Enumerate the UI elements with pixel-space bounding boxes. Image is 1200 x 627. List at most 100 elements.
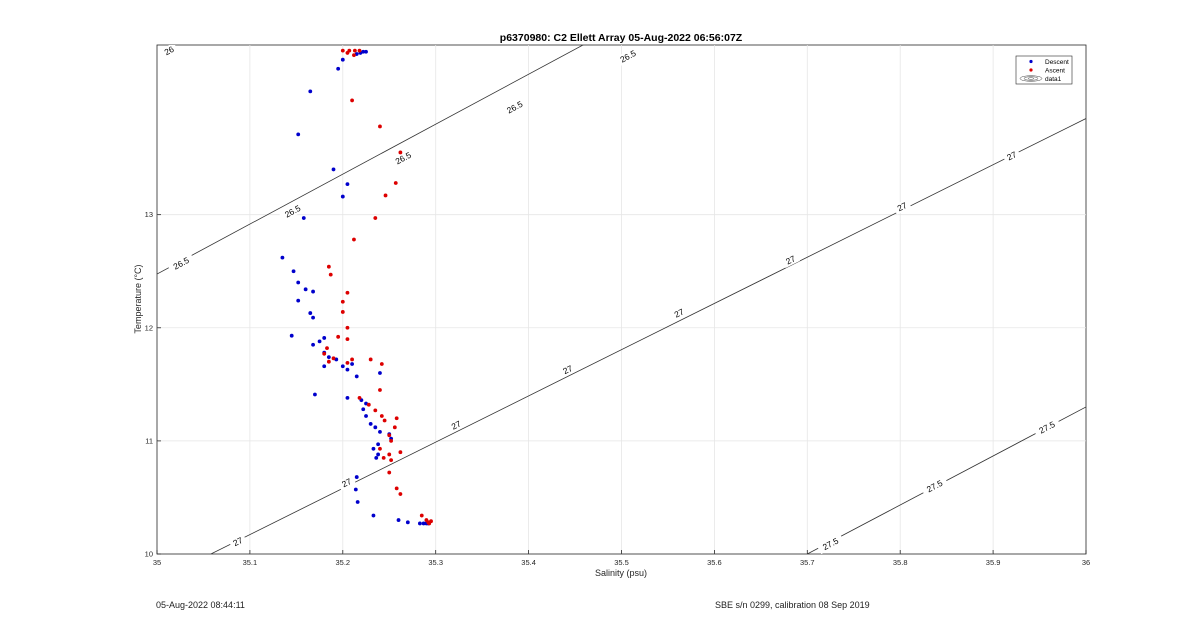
ascent-point bbox=[394, 416, 399, 421]
descent-point bbox=[291, 269, 296, 274]
ascent-point bbox=[352, 237, 356, 242]
ascent-point bbox=[325, 346, 329, 351]
contour-label-bg bbox=[1002, 147, 1022, 164]
ascent-point bbox=[389, 438, 394, 443]
ascent-point bbox=[331, 356, 336, 361]
contour-label: 27 bbox=[340, 476, 353, 489]
ascent-point bbox=[382, 418, 387, 423]
ascent-point bbox=[357, 396, 362, 400]
ascent-point bbox=[350, 98, 354, 103]
descent-point bbox=[296, 132, 301, 137]
x-tick-label: 35.3 bbox=[428, 558, 443, 567]
contour-label-bg bbox=[159, 45, 179, 59]
contour-label-bg bbox=[920, 475, 949, 497]
descent-point bbox=[289, 333, 294, 338]
y-axis-label: Temperature (°C) bbox=[133, 264, 143, 333]
ascent-point bbox=[336, 334, 341, 339]
ascent-point bbox=[389, 458, 394, 463]
x-tick-label: 35.2 bbox=[335, 558, 350, 567]
x-tick-label: 36 bbox=[1082, 558, 1090, 567]
legend-ascent-label: Ascent bbox=[1045, 68, 1065, 75]
descent-point bbox=[353, 487, 358, 492]
descent-point bbox=[354, 374, 359, 379]
footer-calibration: SBE s/n 0299, calibration 08 Sep 2019 bbox=[715, 600, 870, 610]
x-tick-label: 35 bbox=[153, 558, 161, 567]
descent-point bbox=[354, 475, 359, 479]
ascent-point bbox=[368, 357, 373, 362]
descent-point bbox=[308, 89, 313, 94]
ascent-point bbox=[387, 433, 392, 438]
descent-point bbox=[345, 367, 350, 372]
contour-label: 26.5 bbox=[730, 0, 750, 15]
ascent-point bbox=[373, 408, 378, 413]
descent-point bbox=[340, 57, 345, 62]
data-points bbox=[280, 48, 433, 526]
contour-label-bg bbox=[228, 533, 248, 550]
ascent-point bbox=[345, 360, 350, 365]
legend-contour-icon bbox=[1019, 75, 1043, 82]
descent-point bbox=[405, 520, 410, 525]
density-contours: 2626.526.526.526.526.526.527272727272727… bbox=[157, 0, 1086, 554]
descent-point bbox=[374, 455, 379, 460]
contour-label: 27 bbox=[1005, 149, 1018, 162]
descent-point bbox=[364, 414, 368, 418]
ascent-point bbox=[383, 193, 388, 198]
descent-point bbox=[301, 216, 306, 220]
descent-point bbox=[421, 521, 426, 526]
descent-point bbox=[322, 364, 327, 369]
descent-point bbox=[317, 339, 322, 344]
descent-point bbox=[311, 315, 315, 320]
descent-point bbox=[371, 513, 376, 518]
contour-label: 27 bbox=[450, 418, 463, 431]
contour-label: 27 bbox=[896, 200, 909, 213]
contour-label: 27 bbox=[561, 363, 574, 376]
ascent-point bbox=[326, 264, 331, 269]
descent-point bbox=[368, 422, 373, 426]
x-tick-label: 35.7 bbox=[800, 558, 815, 567]
descent-point bbox=[340, 364, 345, 369]
x-tick-label: 35.9 bbox=[986, 558, 1001, 567]
contour-line bbox=[210, 118, 1086, 554]
legend-ascent-marker bbox=[1029, 68, 1033, 72]
ascent-point bbox=[366, 402, 371, 407]
y-tick-label: 11 bbox=[145, 436, 153, 445]
descent-point bbox=[376, 442, 381, 447]
ascent-point bbox=[379, 362, 384, 366]
descent-point bbox=[345, 396, 350, 400]
contour-label: 27 bbox=[673, 306, 686, 319]
ascent-point bbox=[345, 51, 350, 55]
ascent-point bbox=[381, 455, 386, 460]
ascent-point bbox=[378, 124, 382, 129]
descent-point bbox=[280, 255, 285, 260]
contour-label-bg bbox=[167, 252, 195, 274]
contour-label-bg bbox=[278, 200, 307, 222]
x-tick-label: 35.8 bbox=[893, 558, 908, 567]
y-tick-label: 13 bbox=[145, 210, 153, 219]
descent-point bbox=[396, 518, 401, 522]
descent-point bbox=[296, 298, 301, 303]
descent-point bbox=[308, 311, 313, 315]
contour-label-bg bbox=[389, 147, 418, 169]
ascent-point bbox=[357, 48, 362, 53]
contour-label-bg bbox=[726, 0, 754, 17]
ascent-point bbox=[340, 299, 345, 304]
contour-label: 27 bbox=[231, 535, 244, 548]
ascent-point bbox=[392, 425, 397, 430]
descent-point bbox=[345, 182, 350, 187]
ascent-point bbox=[379, 414, 384, 418]
ascent-point bbox=[378, 446, 382, 451]
x-tick-label: 35.4 bbox=[521, 558, 536, 567]
ascent-point bbox=[340, 48, 345, 53]
x-tick-label: 35.1 bbox=[243, 558, 258, 567]
descent-point bbox=[378, 371, 382, 375]
descent-point bbox=[418, 521, 422, 526]
legend: Descent Ascent data1 bbox=[1015, 55, 1073, 85]
contour-label-bg bbox=[614, 45, 642, 67]
ascent-point bbox=[345, 290, 350, 295]
contour-label-bg bbox=[892, 198, 912, 215]
x-tick-label: 35.6 bbox=[707, 558, 722, 567]
descent-point bbox=[331, 167, 336, 172]
ascent-point bbox=[398, 150, 403, 155]
descent-point bbox=[373, 425, 378, 430]
